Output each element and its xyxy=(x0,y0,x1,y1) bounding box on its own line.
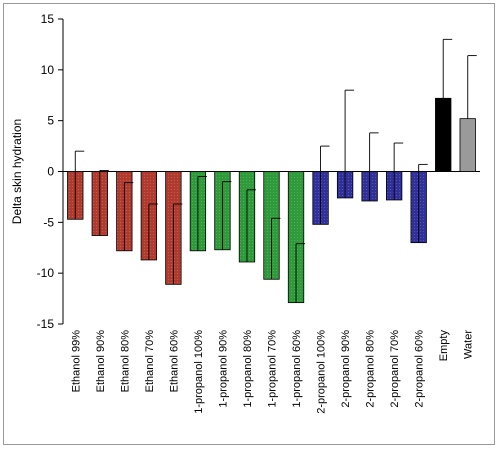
x-category-label: 1-propanol 90% xyxy=(217,330,229,408)
x-category-label: 2-propanol 60% xyxy=(414,330,426,408)
x-category-label: Empty xyxy=(438,330,450,362)
y-tick-label: 15 xyxy=(41,12,55,26)
x-category-label: 1-propanol 70% xyxy=(267,330,279,408)
x-category-label: 1-propanol 100% xyxy=(193,330,205,414)
y-tick-label: 0 xyxy=(47,165,54,179)
bar xyxy=(435,97,452,172)
y-tick-label: -10 xyxy=(37,266,55,280)
y-tick-label: 10 xyxy=(41,63,55,77)
y-axis-title: Delta skin hydration xyxy=(10,119,24,224)
x-category-label: Ethanol 80% xyxy=(119,330,131,393)
x-category-label: 1-propanol 60% xyxy=(291,330,303,408)
y-tick-label: -15 xyxy=(37,317,55,331)
x-category-label: Ethanol 70% xyxy=(144,330,156,393)
x-category-label: 1-propanol 80% xyxy=(242,330,254,408)
x-category-label: Ethanol 90% xyxy=(95,330,107,393)
y-tick-label: 5 xyxy=(47,114,54,128)
x-category-label: Ethanol 99% xyxy=(70,330,82,393)
x-category-label: 2-propanol 90% xyxy=(340,330,352,408)
x-category-label: 2-propanol 70% xyxy=(389,330,401,408)
y-tick-label: -5 xyxy=(43,215,54,229)
x-category-label: Ethanol 60% xyxy=(168,330,180,393)
bar xyxy=(459,118,476,172)
x-category-label: 2-propanol 80% xyxy=(365,330,377,408)
x-category-label: Water xyxy=(463,330,475,359)
x-category-label: 2-propanol 100% xyxy=(316,330,328,414)
